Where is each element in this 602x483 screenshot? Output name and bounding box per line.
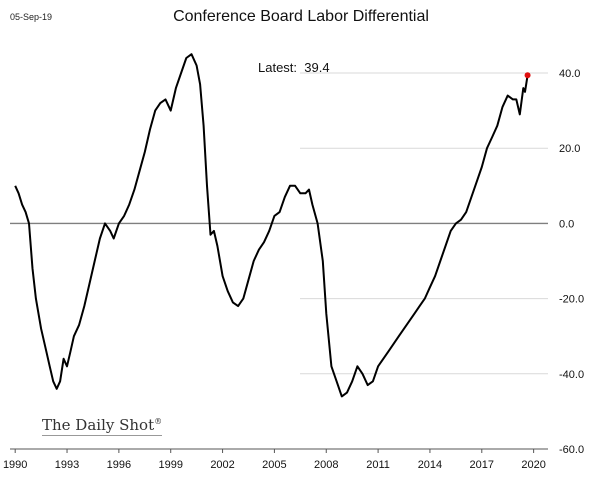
x-axis-ticks: 1990 1993 1996 1999 2002 2005 2008 2011 2014 2017… xyxy=(3,449,546,471)
x-tick-label: 2020 xyxy=(521,459,545,471)
y-tick-label: 20.0 xyxy=(559,143,580,155)
brand-name: The Daily Shot xyxy=(42,416,155,434)
x-tick-label: 1993 xyxy=(55,459,79,471)
x-tick-label: 2011 xyxy=(366,459,390,471)
y-tick-label: -60.0 xyxy=(559,444,584,456)
x-tick-label: 2005 xyxy=(262,459,286,471)
chart-date: 05-Sep-19 xyxy=(10,12,53,22)
brand-mark: ® xyxy=(154,417,163,426)
y-tick-label: 40.0 xyxy=(559,68,580,80)
y-tick-label: 0.0 xyxy=(559,218,574,230)
series-line-labor-differential xyxy=(14,53,529,398)
latest-annotation: Latest: 39.4 xyxy=(258,60,330,75)
y-axis-ticks: 40.0 20.0 0.0 -20.0 -40.0 -60.0 xyxy=(559,68,584,456)
latest-value: 39.4 xyxy=(304,60,330,75)
x-tick-label: 2017 xyxy=(470,459,494,471)
brand-logo: The Daily Shot® xyxy=(42,416,163,436)
x-tick-label: 1999 xyxy=(158,459,182,471)
x-tick-label: 1996 xyxy=(107,459,131,471)
x-tick-label: 1990 xyxy=(3,459,27,471)
latest-label: Latest: xyxy=(258,60,298,75)
x-tick-label: 2002 xyxy=(210,459,234,471)
latest-point-marker xyxy=(524,72,531,79)
x-tick-label: 2008 xyxy=(314,459,338,471)
y-tick-label: -40.0 xyxy=(559,369,584,381)
chart-title: Conference Board Labor Differential xyxy=(173,8,429,25)
x-tick-label: 2014 xyxy=(418,459,442,471)
y-tick-label: -20.0 xyxy=(559,294,584,306)
